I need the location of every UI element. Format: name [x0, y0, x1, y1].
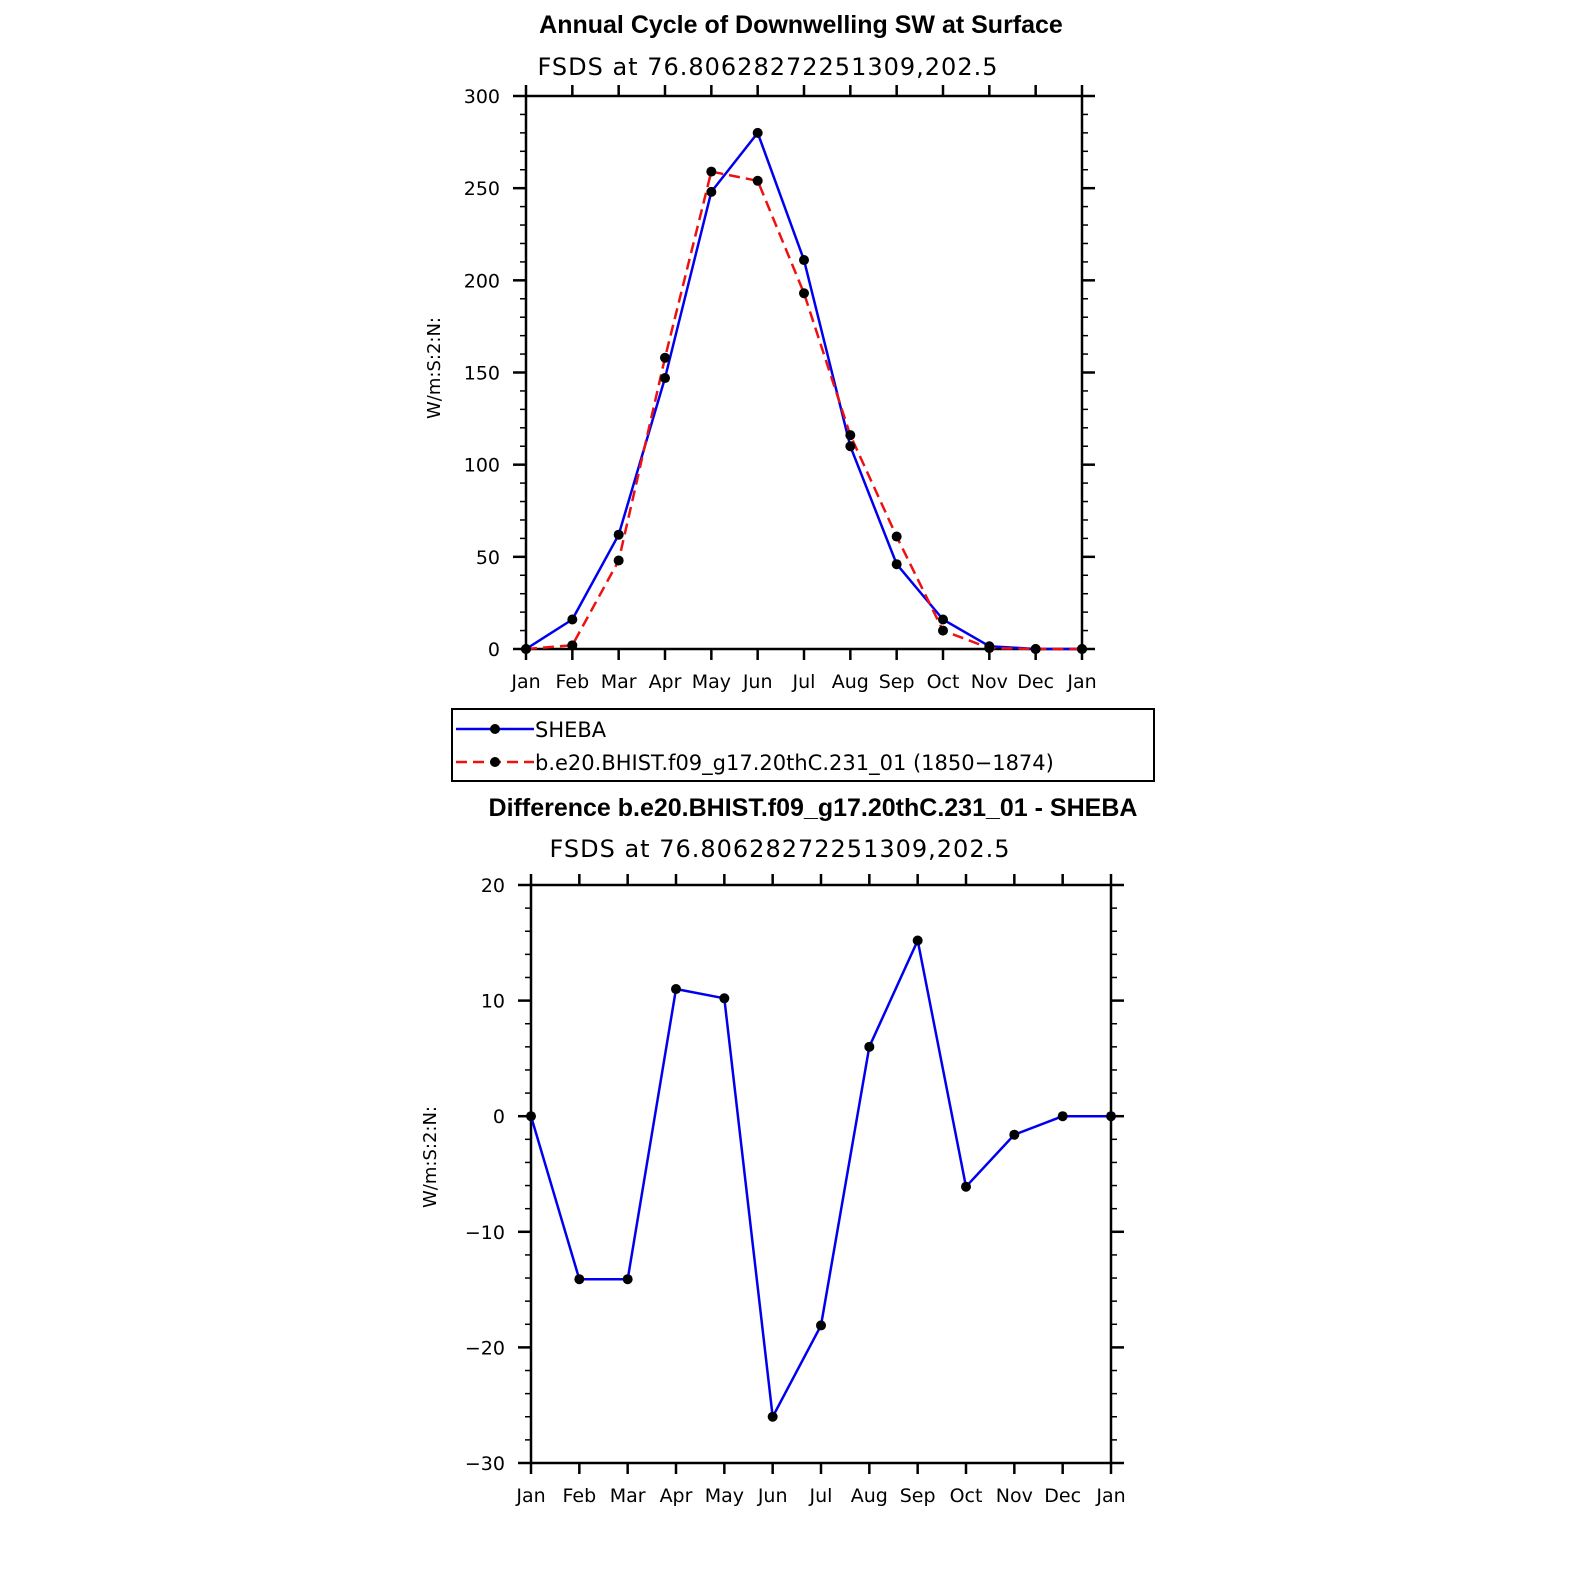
x-tick-label: Oct	[950, 1485, 983, 1507]
x-tick-label: Aug	[851, 1485, 888, 1507]
y-axis-label: W/m:S:2:N:	[424, 317, 445, 419]
legend-label-model: b.e20.BHIST.f09_g17.20thC.231_01 (1850−1…	[535, 751, 1054, 776]
data-point	[1106, 1111, 1116, 1122]
data-point	[1057, 1111, 1068, 1122]
data-point	[1077, 644, 1087, 654]
x-tick-label: Nov	[971, 671, 1008, 693]
data-point	[1030, 644, 1041, 654]
data-point	[845, 430, 856, 441]
data-point	[613, 529, 624, 540]
data-point	[767, 1411, 778, 1422]
data-point	[622, 1274, 633, 1285]
x-tick-label: Jan	[515, 1485, 545, 1507]
x-tick-label: Feb	[563, 1485, 597, 1507]
y-tick-label: 10	[481, 991, 505, 1013]
data-point	[799, 288, 809, 299]
y-tick-label: 200	[464, 270, 500, 292]
y-tick-label: 0	[488, 639, 500, 661]
plot-frame	[529, 883, 1113, 1465]
x-tick-label: Mar	[610, 1485, 646, 1507]
data-point	[567, 614, 578, 625]
y-tick-label: −30	[465, 1453, 505, 1475]
series-line-0	[529, 939, 1111, 1419]
y-tick-label: 150	[464, 363, 500, 385]
x-tick-label: Sep	[900, 1485, 936, 1507]
data-point	[938, 614, 948, 625]
legend-box	[451, 708, 1155, 782]
data-point	[938, 625, 948, 636]
data-point	[1009, 1129, 1020, 1140]
legend-entry-sheba: SHEBA	[456, 718, 607, 742]
chart-subtitle: FSDS at 76.80628272251309,202.5	[538, 53, 999, 81]
data-point	[752, 127, 763, 138]
x-tick-label: Aug	[832, 671, 869, 693]
data-point	[816, 1320, 826, 1331]
x-tick-label: Apr	[660, 1485, 693, 1507]
data-point	[799, 255, 809, 266]
legend-marker-model	[490, 757, 500, 767]
x-tick-label: Jun	[742, 671, 773, 693]
y-tick-label: 20	[481, 875, 505, 897]
data-point	[864, 1041, 875, 1052]
y-tick-label: 100	[464, 455, 500, 477]
x-tick-label: Dec	[1044, 1485, 1081, 1507]
y-tick-label: −20	[465, 1337, 505, 1359]
x-tick-label: Apr	[649, 671, 682, 693]
chart-title: Difference b.e20.BHIST.f09_g17.20thC.231…	[489, 794, 1138, 822]
x-tick-label: Jan	[1095, 1485, 1125, 1507]
data-point	[660, 373, 670, 384]
annual-cycle-chart: Annual Cycle of Downwelling SW at Surfac…	[424, 11, 1097, 693]
data-point	[567, 640, 578, 651]
series-line-0	[525, 131, 1082, 651]
x-tick-label: Sep	[879, 671, 915, 693]
legend-entry-model: b.e20.BHIST.f09_g17.20thC.231_01 (1850−1…	[456, 751, 1054, 776]
y-tick-label: 250	[464, 178, 500, 200]
data-point	[984, 643, 995, 654]
data-point	[719, 993, 730, 1004]
data-point	[891, 531, 902, 542]
plot-frame	[524, 94, 1084, 651]
legend-marker-sheba	[490, 724, 500, 734]
data-point	[526, 1111, 536, 1122]
x-tick-label: Jul	[792, 671, 816, 693]
series-line-1	[525, 170, 1082, 651]
chart-title: Annual Cycle of Downwelling SW at Surfac…	[539, 11, 1063, 39]
y-tick-label: 300	[464, 86, 500, 108]
x-tick-label: Jul	[809, 1485, 833, 1507]
chart-subtitle: FSDS at 76.80628272251309,202.5	[550, 835, 1011, 863]
y-axis-label: W/m:S:2:N:	[420, 1106, 441, 1208]
data-point	[521, 644, 531, 654]
data-point	[671, 984, 681, 995]
data-point	[613, 555, 624, 566]
data-point	[706, 166, 717, 177]
data-point	[752, 175, 763, 186]
y-tick-label: 0	[493, 1106, 505, 1128]
x-tick-label: May	[705, 1485, 744, 1507]
difference-chart: Difference b.e20.BHIST.f09_g17.20thC.231…	[420, 794, 1137, 1507]
x-tick-label: Feb	[556, 671, 590, 693]
data-point	[891, 559, 902, 570]
x-tick-label: Nov	[996, 1485, 1033, 1507]
data-point	[706, 186, 717, 197]
x-tick-label: Dec	[1017, 671, 1054, 693]
legend: SHEBA b.e20.BHIST.f09_g17.20thC.231_01 (…	[451, 708, 1155, 782]
x-tick-label: May	[692, 671, 731, 693]
x-tick-label: Jan	[510, 671, 540, 693]
data-point	[574, 1274, 585, 1285]
x-tick-label: Jun	[757, 1485, 788, 1507]
x-tick-label: Oct	[927, 671, 960, 693]
data-point	[660, 352, 670, 363]
x-tick-label: Jan	[1066, 671, 1096, 693]
x-tick-label: Mar	[601, 671, 637, 693]
legend-label-sheba: SHEBA	[535, 718, 607, 742]
data-point	[961, 1181, 971, 1192]
data-point	[912, 935, 923, 946]
y-tick-label: 50	[476, 547, 500, 569]
data-point	[845, 441, 856, 452]
y-tick-label: −10	[465, 1222, 505, 1244]
